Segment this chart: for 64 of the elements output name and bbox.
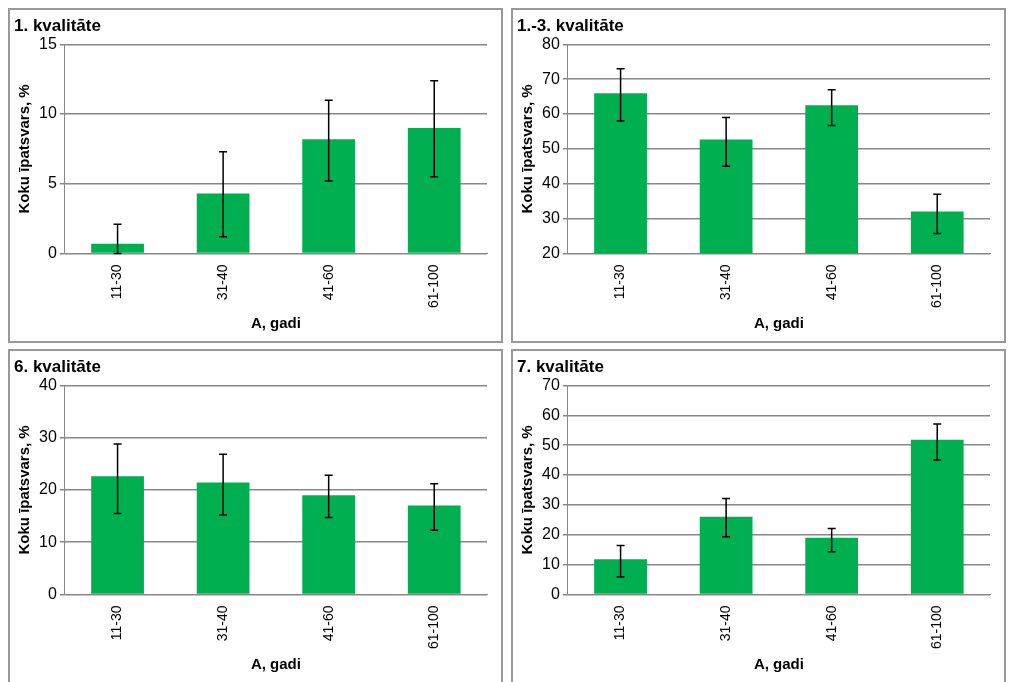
bar [805, 537, 859, 594]
x-tick-label: 11-30 [611, 264, 628, 300]
x-tick-label: 11-30 [108, 264, 125, 300]
y-tick-label: 40 [542, 174, 560, 192]
bar [699, 516, 753, 594]
y-tick-label: 30 [542, 208, 560, 226]
bar [302, 139, 356, 253]
chart-title: 7. kvalitāte [517, 356, 604, 376]
x-tick-label: 31-40 [213, 605, 230, 642]
x-tick-label: 31-40 [716, 605, 733, 642]
y-tick-label: 80 [542, 34, 560, 52]
y-tick-label: 0 [47, 584, 57, 602]
x-tick-label: 61-100 [928, 264, 945, 308]
x-tick-label: 11-30 [611, 605, 628, 641]
y-tick-label: 10 [39, 104, 57, 122]
y-tick-label: 70 [542, 69, 560, 87]
x-tick-label: 61-100 [928, 605, 945, 649]
y-tick-label: 70 [542, 375, 560, 393]
y-tick-label: 40 [39, 375, 57, 393]
y-tick-label: 20 [542, 525, 560, 543]
x-tick-label: 41-60 [822, 605, 839, 642]
y-tick-label: 5 [47, 174, 57, 192]
x-tick-label: 41-60 [319, 605, 336, 642]
y-tick-label: 40 [542, 465, 560, 483]
bar [91, 243, 144, 253]
x-tick-label: 61-100 [425, 264, 442, 308]
chart-title: 1. kvalitāte [14, 15, 101, 35]
y-tick-label: 0 [550, 584, 560, 602]
bar [91, 476, 144, 594]
bar [407, 128, 461, 253]
y-tick-label: 15 [39, 34, 57, 52]
y-tick-label: 0 [47, 243, 57, 261]
x-tick-label: 11-30 [108, 605, 125, 641]
y-tick-label: 20 [39, 480, 57, 498]
x-tick-label: 41-60 [319, 264, 336, 301]
bar [196, 482, 250, 594]
chart-title: 6. kvalitāte [14, 356, 101, 376]
y-axis-title: Koku īpatsvars, % [15, 84, 33, 214]
bar [594, 559, 647, 594]
x-axis-title: A, gadi [753, 314, 804, 332]
bar [407, 505, 461, 594]
bar [196, 193, 250, 253]
bar [910, 439, 964, 594]
y-tick-label: 60 [542, 405, 560, 423]
x-axis-title: A, gadi [250, 655, 301, 673]
y-tick-label: 60 [542, 104, 560, 122]
y-tick-label: 10 [39, 532, 57, 550]
y-tick-label: 30 [39, 428, 57, 446]
y-tick-label: 20 [542, 243, 560, 261]
x-axis-title: A, gadi [250, 314, 301, 332]
chart-title: 1.-3. kvalitāte [517, 15, 624, 35]
y-axis-title: Koku īpatsvars, % [518, 425, 536, 555]
y-tick-label: 50 [542, 435, 560, 453]
x-tick-label: 41-60 [822, 264, 839, 301]
y-tick-label: 10 [542, 554, 560, 572]
y-axis-title: Koku īpatsvars, % [518, 84, 536, 214]
y-tick-label: 30 [542, 495, 560, 513]
bar [302, 495, 356, 594]
x-tick-label: 31-40 [716, 264, 733, 301]
y-axis-title: Koku īpatsvars, % [15, 425, 33, 555]
y-tick-label: 50 [542, 139, 560, 157]
x-tick-label: 61-100 [425, 605, 442, 649]
x-tick-label: 31-40 [213, 264, 230, 301]
x-axis-title: A, gadi [753, 655, 804, 673]
